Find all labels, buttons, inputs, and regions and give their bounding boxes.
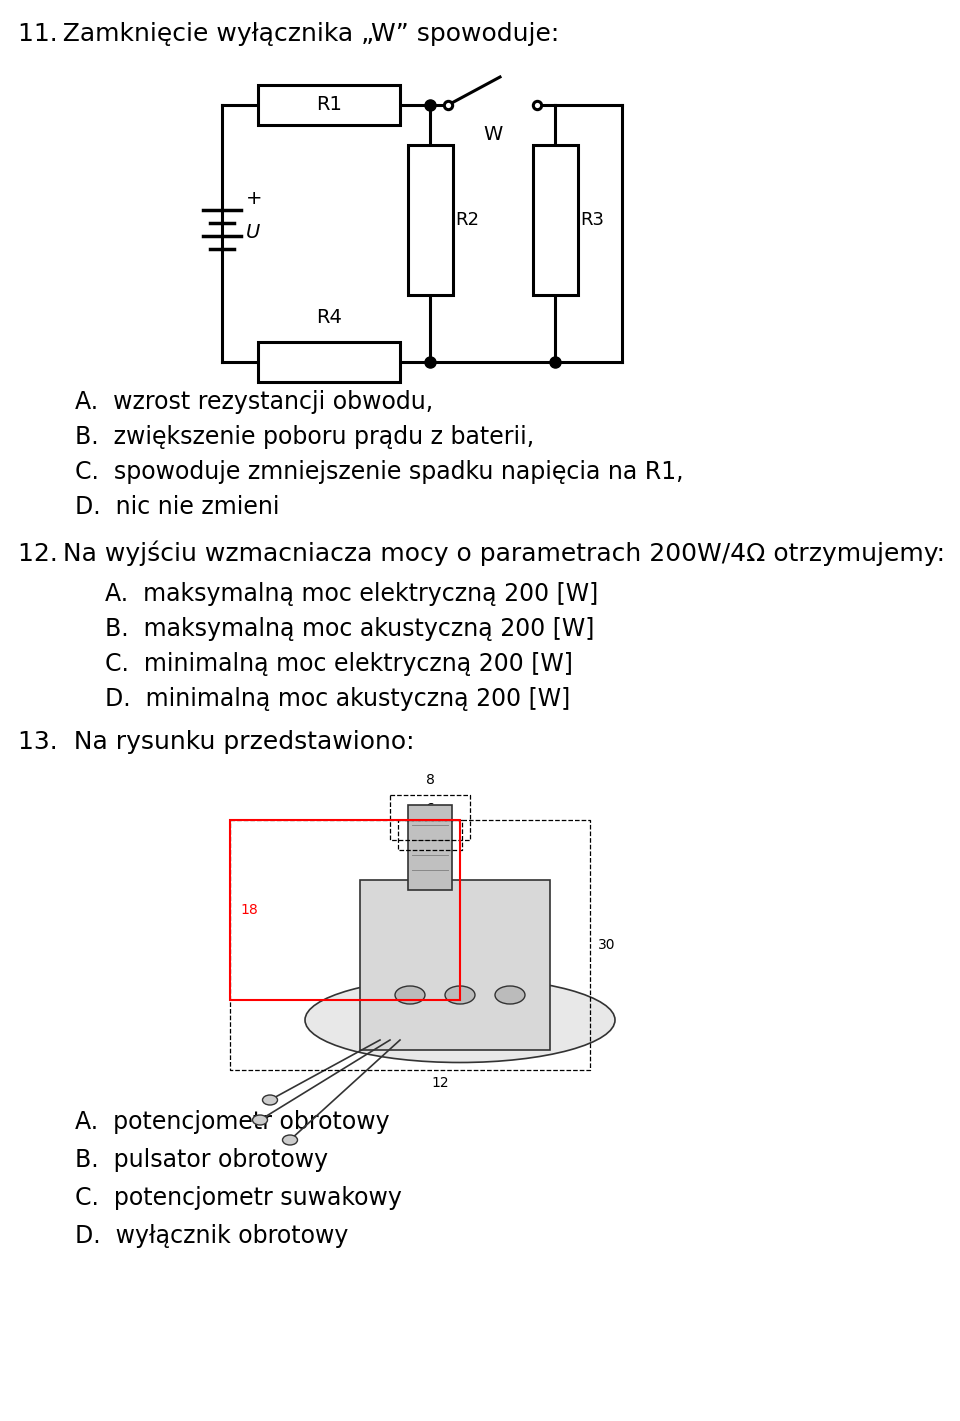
Text: C.  minimalną moc elektryczną 200 [W]: C. minimalną moc elektryczną 200 [W] — [105, 652, 573, 676]
Text: +: + — [246, 189, 262, 207]
Text: 30: 30 — [598, 938, 615, 952]
Text: D.  nic nie zmieni: D. nic nie zmieni — [75, 495, 279, 519]
Text: 13.  Na rysunku przedstawiono:: 13. Na rysunku przedstawiono: — [18, 730, 415, 755]
Text: D.  wyłącznik obrotowy: D. wyłącznik obrotowy — [75, 1223, 348, 1248]
Text: B.  pulsator obrotowy: B. pulsator obrotowy — [75, 1148, 328, 1172]
Text: R4: R4 — [316, 308, 342, 327]
Text: R1: R1 — [316, 95, 342, 115]
Text: B.  zwiększenie poboru prądu z baterii,: B. zwiększenie poboru prądu z baterii, — [75, 425, 534, 449]
Ellipse shape — [395, 986, 425, 1005]
Text: U: U — [246, 223, 260, 242]
Bar — [360, 880, 550, 1050]
Text: 18: 18 — [240, 902, 257, 917]
Ellipse shape — [252, 1115, 268, 1125]
Text: C.  spowoduje zmniejszenie spadku napięcia na R1,: C. spowoduje zmniejszenie spadku napięci… — [75, 460, 684, 485]
Ellipse shape — [282, 1135, 298, 1145]
Bar — [258, 85, 400, 125]
Bar — [533, 145, 578, 296]
Bar — [408, 806, 452, 890]
Bar — [258, 342, 400, 382]
Text: B.  maksymalną moc akustyczną 200 [W]: B. maksymalną moc akustyczną 200 [W] — [105, 617, 594, 641]
Bar — [230, 820, 460, 1000]
Text: W: W — [483, 125, 502, 144]
Text: 6: 6 — [425, 801, 435, 816]
Text: 11. Zamknięcie wyłącznika „W” spowoduje:: 11. Zamknięcie wyłącznika „W” spowoduje: — [18, 21, 560, 45]
Ellipse shape — [262, 1096, 277, 1106]
Bar — [408, 145, 453, 296]
Text: 12: 12 — [431, 1076, 449, 1090]
Text: A.  potencjometr obrotowy: A. potencjometr obrotowy — [75, 1110, 390, 1134]
Text: R2: R2 — [455, 210, 479, 229]
Text: R3: R3 — [580, 210, 604, 229]
Text: D.  minimalną moc akustyczną 200 [W]: D. minimalną moc akustyczną 200 [W] — [105, 686, 570, 710]
Ellipse shape — [495, 986, 525, 1005]
Text: A.  maksymalną moc elektryczną 200 [W]: A. maksymalną moc elektryczną 200 [W] — [105, 583, 598, 605]
Text: A.  wzrost rezystancji obwodu,: A. wzrost rezystancji obwodu, — [75, 389, 433, 414]
Text: 12. Na wyjściu wzmacniacza mocy o parametrach 200W/4Ω otrzymujemy:: 12. Na wyjściu wzmacniacza mocy o parame… — [18, 540, 945, 566]
Ellipse shape — [305, 978, 615, 1063]
Text: 8: 8 — [425, 773, 435, 787]
Text: C.  potencjometr suwakowy: C. potencjometr suwakowy — [75, 1187, 402, 1211]
Ellipse shape — [445, 986, 475, 1005]
